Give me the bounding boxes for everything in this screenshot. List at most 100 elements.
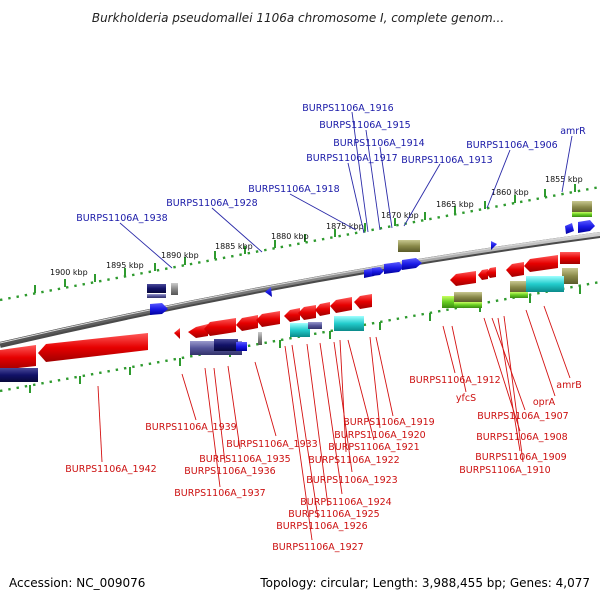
gene-label-reverse[interactable]: BURPS1106A_1919 <box>343 417 434 428</box>
gene-block[interactable] <box>171 283 178 295</box>
gene-arrow[interactable] <box>384 262 404 274</box>
gene-arrow[interactable] <box>0 345 36 370</box>
gene-label-reverse[interactable]: BURPS1106A_1908 <box>476 432 567 443</box>
tick-label: 1885 kbp <box>215 242 253 251</box>
gene-label-reverse[interactable]: BURPS1106A_1937 <box>174 488 265 499</box>
gene-label-forward[interactable]: amrR <box>560 126 586 137</box>
accession-text: Accession: NC_009076 <box>9 576 145 590</box>
gene-block[interactable] <box>572 201 592 213</box>
gene-block[interactable] <box>442 296 454 308</box>
gene-label-reverse[interactable]: yfcS <box>456 393 476 404</box>
gene-arrow[interactable] <box>204 318 236 336</box>
gene-block[interactable] <box>147 294 166 298</box>
gene-label-reverse[interactable]: BURPS1106A_1924 <box>300 497 391 508</box>
gene-arrow[interactable] <box>315 302 330 316</box>
gene-block[interactable] <box>147 284 166 293</box>
tick-label: 1865 kbp <box>436 200 474 209</box>
ruler-lower <box>0 280 600 393</box>
gene-label-reverse[interactable]: BURPS1106A_1926 <box>276 521 367 532</box>
gene-label-forward[interactable]: BURPS1106A_1917 <box>306 153 397 164</box>
tick-label: 1860 kbp <box>491 188 529 197</box>
gene-arrow[interactable] <box>491 241 497 250</box>
gene-arrow[interactable] <box>174 328 180 339</box>
gene-arrow[interactable] <box>38 333 148 362</box>
gene-arrow[interactable] <box>298 305 316 320</box>
gene-arrow[interactable] <box>372 267 384 276</box>
gene-arrow[interactable] <box>578 220 595 233</box>
tick-label: 1895 kbp <box>106 261 144 270</box>
gene-arrow[interactable] <box>330 297 352 313</box>
gene-block[interactable] <box>526 276 564 292</box>
gene-arrow[interactable] <box>524 255 558 272</box>
gene-arrow[interactable] <box>265 287 272 297</box>
leader-lines-reverse <box>97 305 571 541</box>
reverse-strand-genes <box>0 252 580 382</box>
gene-arrow[interactable] <box>402 258 422 270</box>
gene-block[interactable] <box>560 252 580 264</box>
tick-label: 1900 kbp <box>50 268 88 277</box>
gene-label-reverse[interactable]: BURPS1106A_1925 <box>288 509 379 520</box>
gene-block[interactable] <box>258 332 262 345</box>
gene-label-reverse[interactable]: BURPS1106A_1933 <box>226 439 317 450</box>
gene-arrow[interactable] <box>284 308 300 322</box>
gene-block[interactable] <box>510 292 528 298</box>
gene-block[interactable] <box>572 212 592 217</box>
gene-label-reverse[interactable]: BURPS1106A_1936 <box>184 466 275 477</box>
gene-label-forward[interactable]: BURPS1106A_1938 <box>76 213 167 224</box>
gene-arrow[interactable] <box>354 294 372 309</box>
gene-block[interactable] <box>510 281 528 293</box>
gene-label-forward[interactable]: BURPS1106A_1914 <box>333 138 424 149</box>
gene-label-reverse[interactable]: BURPS1106A_1910 <box>459 465 550 476</box>
gene-label-forward[interactable]: BURPS1106A_1928 <box>166 198 257 209</box>
gene-arrow[interactable] <box>188 324 208 338</box>
gene-arrow[interactable] <box>236 315 258 331</box>
tick-label: 1870 kbp <box>381 211 419 220</box>
gene-label-forward[interactable]: BURPS1106A_1918 <box>248 184 339 195</box>
gene-block[interactable] <box>398 240 420 252</box>
gene-label-reverse[interactable]: BURPS1106A_1939 <box>145 422 236 433</box>
gene-label-reverse[interactable]: amrB <box>556 380 582 391</box>
gene-block[interactable] <box>0 368 38 382</box>
tick-label: 1890 kbp <box>161 251 199 260</box>
labels-reverse: BURPS1106A_1912 yfcS oprA amrB BURPS1106… <box>65 375 581 553</box>
gene-label-reverse[interactable]: BURPS1106A_1921 <box>328 442 419 453</box>
gene-arrow[interactable] <box>486 267 496 278</box>
ruler-upper <box>0 184 600 302</box>
gene-label-forward[interactable]: BURPS1106A_1913 <box>401 155 492 166</box>
gene-label-forward[interactable]: BURPS1106A_1915 <box>319 120 410 131</box>
gene-arrow[interactable] <box>506 262 524 277</box>
gene-label-reverse[interactable]: BURPS1106A_1912 <box>409 375 500 386</box>
tick-label: 1880 kbp <box>271 232 309 241</box>
gene-arrow[interactable] <box>565 223 574 234</box>
chromosome-backbone <box>0 232 600 348</box>
gene-arrow[interactable] <box>256 311 280 327</box>
gene-arrow[interactable] <box>450 271 476 286</box>
labels-forward: BURPS1106A_1916 BURPS1106A_1915 BURPS110… <box>76 103 586 224</box>
gene-label-reverse[interactable]: BURPS1106A_1942 <box>65 464 156 475</box>
gene-block[interactable] <box>236 342 247 351</box>
gene-label-reverse[interactable]: oprA <box>533 397 556 408</box>
page-title: Burkholderia pseudomallei 1106a chromoso… <box>92 11 504 25</box>
gene-label-reverse[interactable]: BURPS1106A_1907 <box>477 411 568 422</box>
gene-block[interactable] <box>334 316 364 331</box>
gene-block[interactable] <box>290 323 310 337</box>
gene-block[interactable] <box>214 339 238 351</box>
gene-block[interactable] <box>308 322 322 329</box>
gene-label-forward[interactable]: BURPS1106A_1906 <box>466 140 557 151</box>
gene-block[interactable] <box>454 302 482 308</box>
tick-label: 1875 kbp <box>326 222 364 231</box>
gene-label-reverse[interactable]: BURPS1106A_1920 <box>334 430 425 441</box>
gene-block[interactable] <box>454 292 482 302</box>
gene-label-reverse[interactable]: BURPS1106A_1922 <box>308 455 399 466</box>
gene-label-reverse[interactable]: BURPS1106A_1927 <box>272 542 363 553</box>
leader-lines-forward <box>119 111 573 269</box>
gene-label-forward[interactable]: BURPS1106A_1916 <box>302 103 393 114</box>
gene-label-reverse[interactable]: BURPS1106A_1909 <box>475 452 566 463</box>
gene-arrow[interactable] <box>478 269 488 280</box>
gene-block[interactable] <box>562 268 578 284</box>
gene-label-reverse[interactable]: BURPS1106A_1923 <box>306 475 397 486</box>
gene-label-reverse[interactable]: BURPS1106A_1935 <box>199 454 290 465</box>
gene-arrow[interactable] <box>150 303 168 315</box>
